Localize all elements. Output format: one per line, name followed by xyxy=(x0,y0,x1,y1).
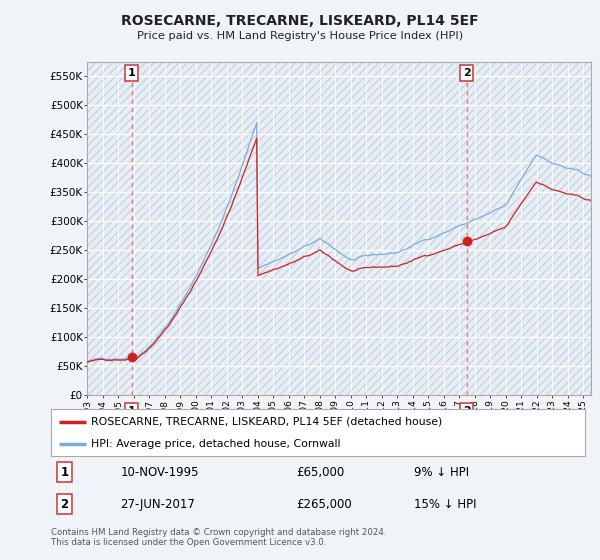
Text: 1: 1 xyxy=(128,68,136,78)
Text: 2: 2 xyxy=(463,68,470,78)
Text: ROSECARNE, TRECARNE, LISKEARD, PL14 5EF: ROSECARNE, TRECARNE, LISKEARD, PL14 5EF xyxy=(121,14,479,28)
Text: Contains HM Land Registry data © Crown copyright and database right 2024.
This d: Contains HM Land Registry data © Crown c… xyxy=(51,528,386,547)
Text: HPI: Average price, detached house, Cornwall: HPI: Average price, detached house, Corn… xyxy=(91,438,341,449)
Text: 2: 2 xyxy=(463,406,470,416)
Text: £265,000: £265,000 xyxy=(296,498,352,511)
Text: 2: 2 xyxy=(60,498,68,511)
Text: 10-NOV-1995: 10-NOV-1995 xyxy=(121,465,199,479)
Text: 9% ↓ HPI: 9% ↓ HPI xyxy=(414,465,469,479)
Text: Price paid vs. HM Land Registry's House Price Index (HPI): Price paid vs. HM Land Registry's House … xyxy=(137,31,463,41)
Text: 27-JUN-2017: 27-JUN-2017 xyxy=(121,498,195,511)
Text: 1: 1 xyxy=(60,465,68,479)
Text: £65,000: £65,000 xyxy=(296,465,345,479)
Text: 15% ↓ HPI: 15% ↓ HPI xyxy=(414,498,476,511)
Text: 1: 1 xyxy=(128,406,136,416)
Text: ROSECARNE, TRECARNE, LISKEARD, PL14 5EF (detached house): ROSECARNE, TRECARNE, LISKEARD, PL14 5EF … xyxy=(91,417,442,427)
